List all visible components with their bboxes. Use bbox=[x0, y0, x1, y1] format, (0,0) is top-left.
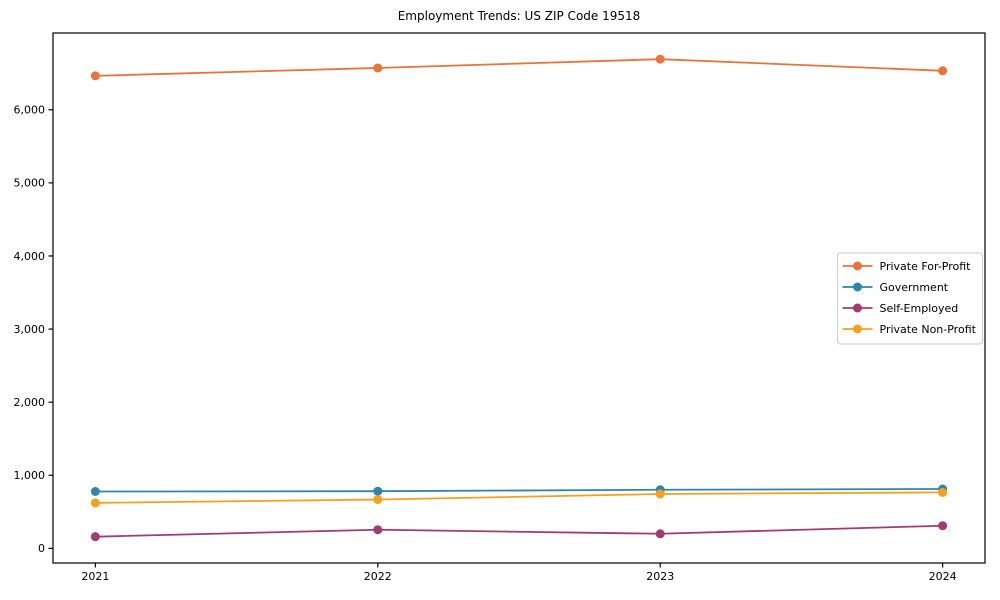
series-private-non-profit bbox=[90, 487, 948, 508]
data-point bbox=[938, 487, 948, 497]
x-tick-label: 2021 bbox=[81, 570, 109, 583]
legend-item-private-for-profit: Private For-Profit bbox=[842, 260, 972, 273]
data-point bbox=[373, 486, 383, 496]
y-tick-label: 3,000 bbox=[14, 323, 46, 336]
data-point bbox=[373, 525, 383, 535]
data-point bbox=[655, 54, 665, 64]
series-line bbox=[95, 488, 943, 493]
legend-item-government: Government bbox=[842, 281, 949, 294]
x-tick-label: 2022 bbox=[364, 570, 392, 583]
series-line bbox=[95, 524, 943, 538]
data-point bbox=[373, 495, 383, 505]
data-point bbox=[655, 489, 665, 499]
series-self-employed bbox=[90, 521, 948, 542]
legend: Private For-Profit Government Self-Employe… bbox=[837, 252, 983, 345]
data-point bbox=[938, 521, 948, 531]
y-tick-label: 4,000 bbox=[14, 250, 46, 263]
data-point bbox=[938, 66, 948, 76]
legend-item-private-non-profit: Private Non-Profit bbox=[842, 323, 977, 336]
y-tick-label: 1,000 bbox=[14, 469, 46, 482]
legend-marker-dot bbox=[853, 303, 862, 313]
legend-marker-dot bbox=[853, 324, 862, 334]
data-point bbox=[90, 498, 100, 508]
legend-item-self-employed: Self-Employed bbox=[842, 302, 959, 315]
chart-title: Employment Trends: US ZIP Code 19518 bbox=[397, 9, 641, 23]
data-point bbox=[90, 487, 100, 497]
y-axis: 0 1,000 2,000 3,000 4,000 5,000 6,000 bbox=[14, 104, 53, 555]
legend-marker-dot bbox=[853, 261, 862, 271]
series-private-for-profit bbox=[90, 54, 948, 81]
y-tick-label: 2,000 bbox=[14, 396, 46, 409]
data-point bbox=[90, 71, 100, 81]
legend-label: Private Non-Profit bbox=[880, 323, 977, 336]
y-tick-label: 0 bbox=[38, 542, 45, 555]
series-line bbox=[95, 491, 943, 504]
series-line bbox=[95, 58, 943, 77]
legend-marker-dot bbox=[853, 282, 862, 292]
legend-label: Government bbox=[880, 281, 949, 294]
y-tick-label: 6,000 bbox=[14, 104, 46, 117]
x-axis: 2021 2022 2023 2024 bbox=[81, 563, 957, 583]
plot-border bbox=[52, 32, 986, 564]
series-government bbox=[90, 484, 948, 497]
x-tick-label: 2024 bbox=[929, 570, 957, 583]
x-tick-label: 2023 bbox=[646, 570, 674, 583]
data-point bbox=[90, 532, 100, 542]
data-point bbox=[373, 63, 383, 73]
data-point bbox=[655, 529, 665, 539]
legend-label: Self-Employed bbox=[880, 302, 959, 315]
legend-box bbox=[837, 252, 983, 345]
legend-label: Private For-Profit bbox=[880, 260, 972, 273]
y-tick-label: 5,000 bbox=[14, 177, 46, 190]
